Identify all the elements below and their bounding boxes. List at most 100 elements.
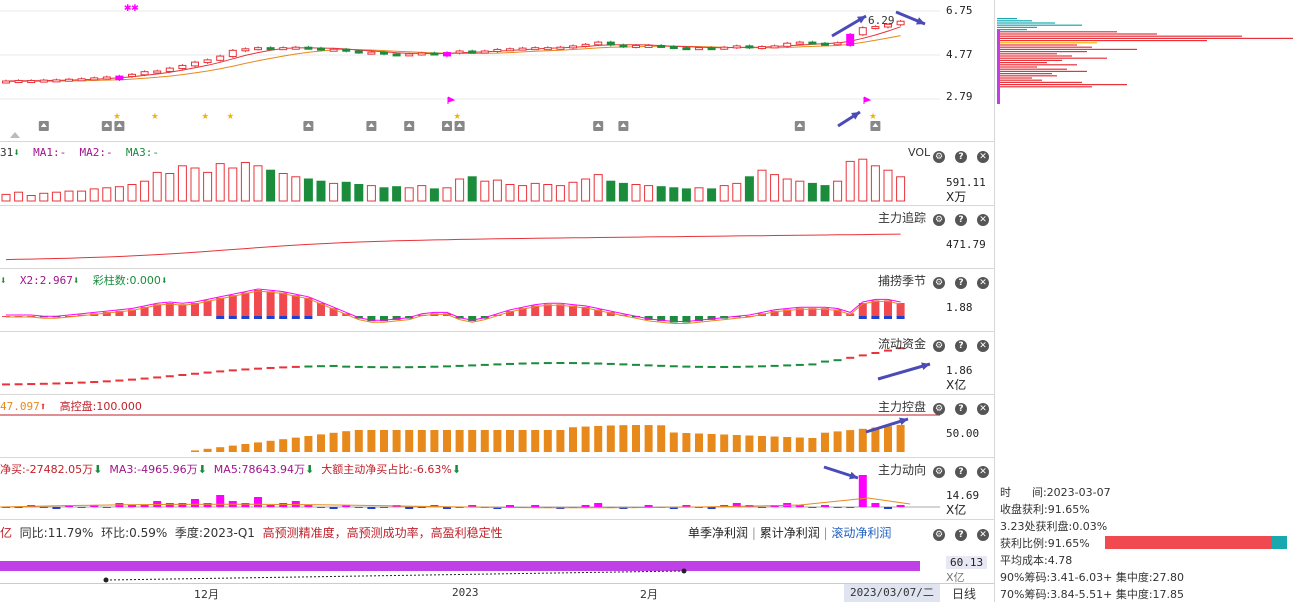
up-arrow-icon: ⬆ [39,400,47,413]
candle [27,80,36,84]
help-icon[interactable]: ? [955,277,967,289]
candle [644,44,653,48]
help-icon[interactable]: ? [955,403,967,415]
profit-panel: 亿 同比:11.79% 环比:0.59% 季度:2023-Q1 高预测精准度，高… [0,520,994,584]
candle [102,76,111,80]
price-axis-low: 2.79 [946,90,973,103]
dx-legend: 净买:-27482.05万⬇ MA3:-4965.96万⬇ MA5:78643.… [0,461,461,477]
gear-icon[interactable]: ⚙ [933,151,945,163]
volume-bar [593,174,603,202]
volume-bar [492,179,502,202]
volume-bar [770,174,780,202]
dongxiang-bar [468,505,477,507]
close-icon[interactable]: ✕ [977,340,989,352]
liudong-tick [77,381,86,384]
period-label[interactable]: 日线 [952,587,977,601]
tab-cumulative[interactable]: 累计净利润 [759,526,820,540]
candle [367,51,376,55]
gear-icon[interactable]: ⚙ [933,466,945,478]
close-icon[interactable]: ✕ [977,529,989,541]
help-icon[interactable]: ? [955,151,967,163]
buhao-bar [279,292,288,316]
profit-tabs: 单季净利润 | 累计净利润 | 滚动净利润 [688,526,892,540]
volume-bar [833,180,843,202]
buhao-bar [707,316,716,320]
buhao-bar [178,304,187,316]
help-icon[interactable]: ? [955,466,967,478]
chip-bar [997,22,1055,24]
buhao-bar [682,316,691,323]
buhao-bar [669,316,678,323]
dongxiang-bar [128,505,136,507]
liudong-tick [39,382,48,385]
buhao-blue-marker [858,316,867,319]
volume-bar [530,182,540,202]
kongpan-bar [581,426,590,452]
close-icon[interactable]: ✕ [977,403,989,415]
dongxiang-bar [102,507,111,508]
buhao-bar [644,316,653,320]
candle [329,48,338,52]
gear-icon[interactable]: ⚙ [933,214,945,226]
candle [720,46,729,50]
candle [543,47,552,51]
close-icon[interactable]: ✕ [977,466,989,478]
help-icon[interactable]: ? [955,340,967,352]
candle [531,47,540,51]
vol-legend: 31⬇ MA1:- MA2:- MA3:- [0,146,159,159]
volume-bar [883,169,893,202]
buhao-blue-marker [279,316,288,319]
dongxiang-bar [317,507,325,508]
star-icon: ★ [454,108,461,122]
candle [304,46,313,50]
buhao-bar [380,316,388,322]
dongxiang-bar [417,507,426,508]
chip-avg-cost: 平均成本:4.78 [1000,554,1073,567]
chip-bar [997,26,1037,28]
volume-bar [203,171,213,202]
dongxiang-bar [795,505,804,507]
gear-icon[interactable]: ⚙ [933,529,945,541]
volume-bar [77,190,87,202]
volume-bar [719,185,729,202]
candle [682,47,691,51]
gear-icon[interactable]: ⚙ [933,277,945,289]
kongpan-bar [518,430,527,452]
gear-icon[interactable]: ⚙ [933,340,945,352]
liudong-tick [52,382,61,385]
close-icon[interactable]: ✕ [977,277,989,289]
candle [480,50,489,54]
liudong-tick [846,356,855,359]
candle [291,46,300,50]
chip-bar [997,70,1087,72]
gear-icon[interactable]: ⚙ [933,403,945,415]
close-icon[interactable]: ✕ [977,151,989,163]
candle [165,67,174,72]
candle [392,53,401,57]
dongxiang-bar [506,505,514,507]
kongpan-bar [216,447,225,452]
volume-bar [707,188,717,202]
kongpan-bar [191,450,199,452]
tab-single-quarter[interactable]: 单季净利润 [688,526,749,540]
arrow-icon [877,362,931,381]
volume-bar [127,184,137,202]
flower-icon: ✱✱ [124,0,138,14]
volume-bar [870,165,880,202]
candle [380,51,388,55]
candle [518,47,527,51]
buhao-jijie-chart [2,288,905,324]
volume-bar [744,176,754,202]
volume-bar [480,180,490,202]
candle [884,23,892,28]
help-icon[interactable]: ? [955,214,967,226]
tab-rolling[interactable]: 滚动净利润 [831,526,892,540]
liudong-tick [317,365,325,368]
liudong-tick [606,362,615,365]
volume-bar [429,188,439,202]
dongxiang-bar [594,503,603,507]
pf-axis-value: 60.13 [946,556,988,569]
close-icon[interactable]: ✕ [977,214,989,226]
zhuli-zhuizong-panel: 主力追踪 471.79 [0,206,994,269]
help-icon[interactable]: ? [955,529,967,541]
